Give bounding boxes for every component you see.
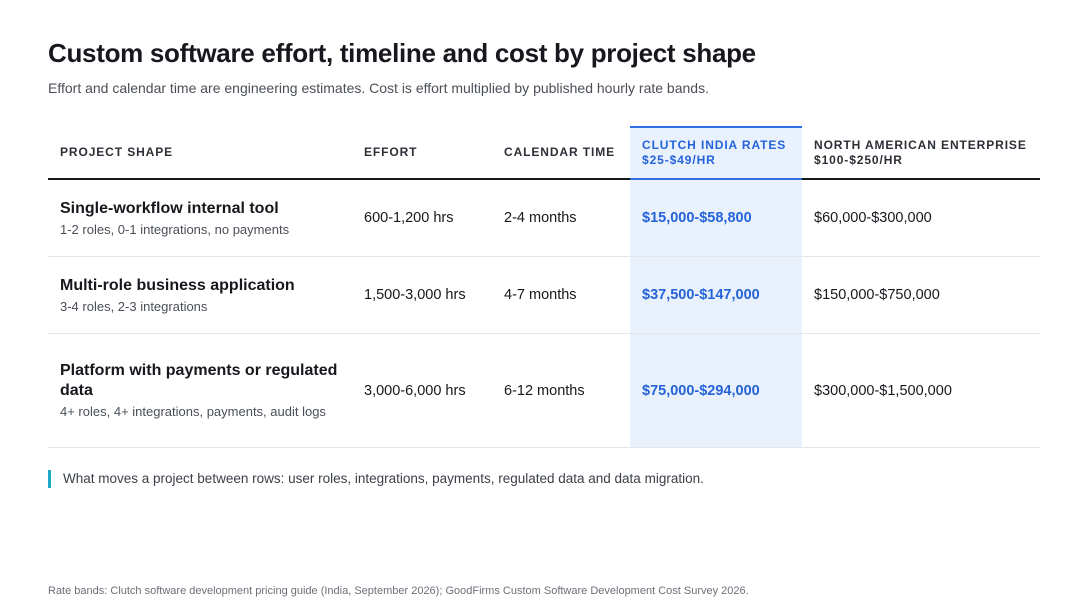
table-row: Platform with payments or regulated data… — [48, 333, 1040, 448]
header-clutch-india-rates: CLUTCH INDIA RATES $25-$49/HR — [630, 126, 802, 180]
calendar-time-cell: 4-7 months — [492, 256, 630, 334]
calendar-time-cell: 2-4 months — [492, 179, 630, 257]
source-footnote: Rate bands: Clutch software development … — [48, 585, 749, 597]
header-calendar-time: CALENDAR TIME — [492, 127, 630, 180]
project-shape-cell: Multi-role business application 3-4 role… — [48, 256, 352, 334]
header-project-shape: PROJECT SHAPE — [48, 127, 352, 180]
project-shape-name: Multi-role business application — [60, 276, 295, 294]
effort-cell: 600-1,200 hrs — [352, 179, 492, 257]
header-india-rate: $25-$49/HR — [642, 153, 716, 167]
header-na-rate: $100-$250/HR — [814, 152, 903, 167]
project-shape-cell: Single-workflow internal tool 1-2 roles,… — [48, 179, 352, 257]
cost-table: PROJECT SHAPE EFFORT CALENDAR TIME CLUTC… — [48, 126, 1040, 448]
header-india-label: CLUTCH INDIA RATES — [642, 138, 787, 152]
header-north-american-enterprise: NORTH AMERICAN ENTERPRISE $100-$250/HR — [802, 127, 1040, 180]
project-shape-name: Platform with payments or regulated data — [60, 362, 338, 399]
project-shape-description: 1-2 roles, 0-1 integrations, no payments — [60, 221, 290, 237]
project-shape-description: 4+ roles, 4+ integrations, payments, aud… — [60, 404, 326, 419]
project-shape-cell: Platform with payments or regulated data… — [48, 333, 352, 448]
header-effort: EFFORT — [352, 127, 492, 180]
na-cost-cell: $300,000-$1,500,000 — [802, 333, 1040, 448]
page-title: Custom software effort, timeline and cos… — [48, 38, 756, 68]
na-cost-cell: $60,000-$300,000 — [802, 179, 1040, 257]
effort-cell: 3,000-6,000 hrs — [352, 333, 492, 448]
table-header-row: PROJECT SHAPE EFFORT CALENDAR TIME CLUTC… — [48, 126, 1040, 180]
project-shape-name: Single-workflow internal tool — [60, 199, 279, 217]
table-row: Single-workflow internal tool 1-2 roles,… — [48, 179, 1040, 257]
page-subtitle: Effort and calendar time are engineering… — [48, 80, 709, 96]
india-cost-cell: $37,500-$147,000 — [630, 256, 802, 334]
table-row: Multi-role business application 3-4 role… — [48, 256, 1040, 334]
project-shape-description: 3-4 roles, 2-3 integrations — [60, 298, 208, 314]
calendar-time-cell: 6-12 months — [492, 333, 630, 448]
callout-note: What moves a project between rows: user … — [48, 470, 704, 488]
effort-cell: 1,500-3,000 hrs — [352, 256, 492, 334]
india-cost-cell: $15,000-$58,800 — [630, 179, 802, 257]
india-cost-cell: $75,000-$294,000 — [630, 333, 802, 448]
header-na-label: NORTH AMERICAN ENTERPRISE — [814, 137, 1027, 152]
na-cost-cell: $150,000-$750,000 — [802, 256, 1040, 334]
